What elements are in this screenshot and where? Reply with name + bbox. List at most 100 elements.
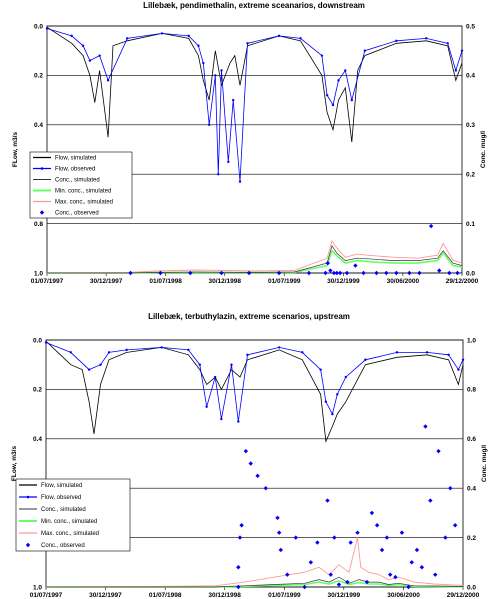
legend-label: Min. conc., simulated [41,519,97,525]
data-point [336,582,342,587]
data-point [236,565,241,570]
data-point [395,351,399,354]
series-flow-simulated [46,26,463,143]
data-point [446,42,449,45]
data-point [355,530,360,535]
data-point [98,54,101,57]
data-point [275,515,280,521]
data-point [160,346,163,349]
y2-tick-label: 0.8 [467,387,476,394]
data-point [331,103,335,107]
y2-axis-label: Conc. mug/l [480,131,487,168]
data-point [278,547,283,553]
data-point [324,400,328,403]
legend-box [29,151,133,219]
legend-item: Conc., observed [25,542,85,549]
data-point [406,584,411,590]
data-point [220,417,223,421]
data-point [428,223,434,229]
data-point [455,270,460,276]
x-tick-label: 30/12/1997 [90,278,123,285]
data-point [344,270,350,276]
y2-tick-label: 0.0 [467,584,476,591]
legend-label: Flow, simulated [41,483,82,489]
data-point [107,351,111,354]
y-tick-label: 0.4 [34,122,43,129]
x-tick-label: 01/07/1997 [30,592,63,599]
data-point [414,547,420,553]
data-point [126,37,129,40]
data-point [232,98,235,102]
data-point [384,535,390,540]
data-point [243,448,249,454]
legend-item: Conc., observed [39,210,99,217]
y2-tick-label: 0.2 [467,535,476,542]
data-point [88,59,92,62]
chart-2: Lillebæk, terbuthylazin, extreme scenari… [11,312,488,599]
data-point [219,270,224,276]
data-point [399,530,405,535]
data-point [337,79,340,82]
data-point [334,270,340,276]
data-point [337,270,343,276]
y-tick-label: 0.2 [33,387,42,394]
data-point [81,44,85,47]
legend-swatch [25,542,31,548]
legend-item: Flow, simulated [33,156,96,162]
chart-title: Lillebæk, pendimethalin, extreme sceanar… [143,1,365,10]
data-point [331,412,334,416]
legend-label: Conc., observed [55,211,99,217]
data-point [230,363,233,366]
data-point [239,523,244,528]
data-point [457,368,460,371]
data-point [205,405,208,408]
data-point [331,270,337,276]
data-point [220,69,223,72]
y-tick-label: 0.8 [34,221,43,228]
y2-tick-label: 0.3 [466,122,475,129]
series-flow-observed [45,342,464,422]
y2-tick-label: 0.1 [466,221,475,228]
data-point [336,393,339,396]
data-point [407,270,412,276]
data-point [436,448,441,454]
legend-item: Flow, simulated [19,483,82,489]
y2-tick-label: 0.6 [467,436,476,443]
legend-marker [26,495,30,499]
legend-box [15,478,131,552]
legend-item: Flow, observed [33,167,95,173]
chart-1: Lillebæk, pendimethalin, extreme sceanar… [12,1,487,285]
legend: Flow, simulated Flow, observed Conc., simu… [29,151,133,219]
data-point [301,351,304,354]
data-point [276,270,282,276]
data-point [364,579,370,585]
data-point [361,270,366,276]
data-point [308,560,314,565]
data-point [106,79,110,82]
data-point [217,173,220,176]
data-point [328,268,333,273]
x-tick-label: 29/12/2000 [447,592,480,599]
legend-item: Flow, observed [19,495,81,501]
data-point [348,540,353,545]
legend-item: Conc., simulated [19,507,86,513]
series-flow-simulated [45,340,464,443]
series-min-conc-simulated [47,249,463,274]
data-point [197,44,200,47]
x-tick-label: 01/07/1997 [31,278,64,285]
data-point [277,34,281,38]
data-point [325,260,330,266]
x-tick-label: 29/12/2000 [446,278,479,285]
series-conc-observed [236,424,458,590]
data-point [384,270,389,276]
data-point [325,498,330,503]
data-point [276,530,282,535]
x-tick-label: 01/07/1998 [149,278,182,285]
legend-label: Flow, observed [55,167,95,173]
legend-item: Min. conc., simulated [19,519,97,525]
y-tick-label: 1.0 [34,270,43,277]
data-point [425,351,429,354]
plot-frame [46,25,463,274]
data-point [69,351,73,354]
